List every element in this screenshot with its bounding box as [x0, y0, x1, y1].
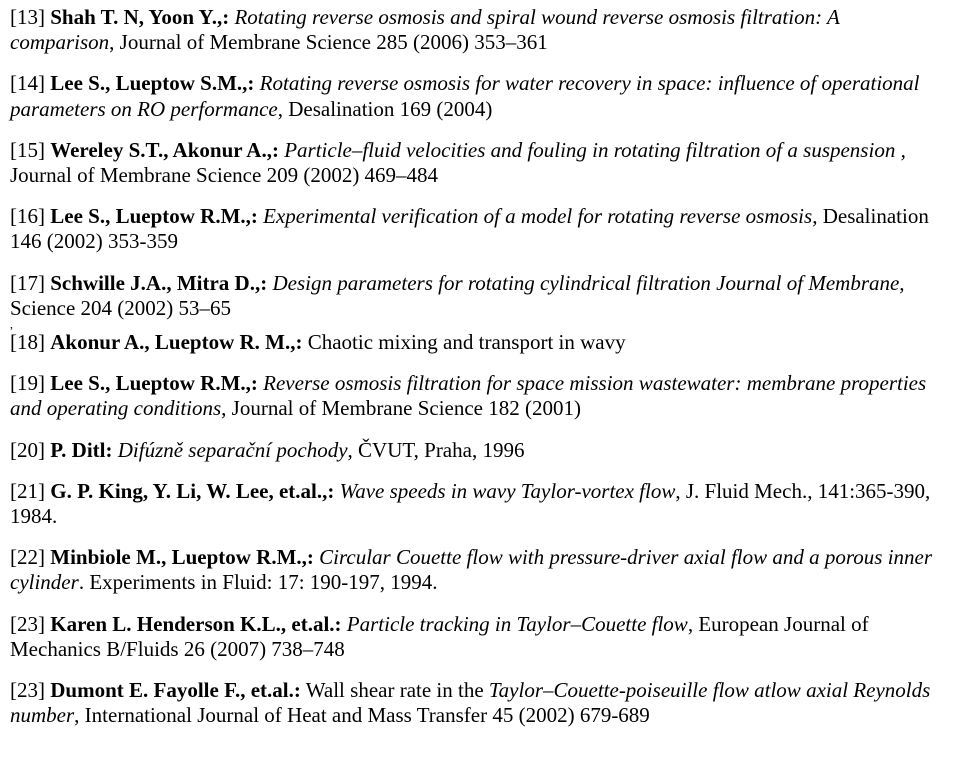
reference-author: Karen L. Henderson K.L., et.al.:: [50, 612, 341, 636]
reference-title: Particle tracking in Taylor–Couette flow: [347, 612, 688, 636]
reference-author: P. Ditl:: [50, 438, 112, 462]
reference-entry: [17] Schwille J.A., Mitra D.,: Design pa…: [10, 271, 949, 329]
reference-author: G. P. King, Y. Li, W. Lee, et.al.,:: [50, 479, 334, 503]
reference-entry: [23] Dumont E. Fayolle F., et.al.: Wall …: [10, 678, 949, 728]
reference-entry: [23] Karen L. Henderson K.L., et.al.: Pa…: [10, 612, 949, 662]
reference-number: [13]: [10, 5, 50, 29]
reference-title: Design parameters for rotating cylindric…: [272, 271, 904, 295]
reference-author: Lee S., Lueptow R.M.,:: [50, 371, 258, 395]
reference-author: Dumont E. Fayolle F., et.al.:: [50, 678, 301, 702]
reference-author: Wereley S.T., Akonur A.,:: [50, 138, 279, 162]
reference-author: Minbiole M., Lueptow R.M.,:: [50, 545, 314, 569]
reference-entry: [18] Akonur A., Lueptow R. M.,: Chaotic …: [10, 330, 949, 355]
reference-author: Schwille J.A., Mitra D.,:: [50, 271, 267, 295]
reference-number: [14]: [10, 71, 50, 95]
reference-entry: [20] P. Ditl: Difúzně separační pochody,…: [10, 438, 949, 463]
reference-number: [19]: [10, 371, 50, 395]
reference-title: Wave speeds in wavy Taylor-vortex flow: [340, 479, 676, 503]
reference-author: Lee S., Lueptow S.M.,:: [50, 71, 254, 95]
reference-source: Chaotic mixing and transport in wavy: [308, 330, 626, 354]
reference-entry: [13] Shah T. N, Yoon Y.,: Rotating rever…: [10, 5, 949, 55]
reference-entry: [16] Lee S., Lueptow R.M.,: Experimental…: [10, 204, 949, 254]
reference-number: [20]: [10, 438, 50, 462]
reference-source: Journal of Membrane Science 209 (2002) 4…: [10, 163, 438, 187]
reference-entry: [22] Minbiole M., Lueptow R.M.,: Circula…: [10, 545, 949, 595]
reference-entry: [19] Lee S., Lueptow R.M.,: Reverse osmo…: [10, 371, 949, 421]
reference-author: Lee S., Lueptow R.M.,:: [50, 204, 258, 228]
subscript-comma: ,: [10, 321, 949, 328]
reference-source: , Desalination 169 (2004): [278, 97, 493, 121]
reference-source-after: , International Journal of Heat and Mass…: [74, 703, 650, 727]
reference-source: . Experiments in Fluid: 17: 190-197, 199…: [79, 570, 438, 594]
reference-number: [22]: [10, 545, 50, 569]
reference-source: Science 204 (2002) 53–65: [10, 296, 231, 320]
reference-entry: [15] Wereley S.T., Akonur A.,: Particle–…: [10, 138, 949, 188]
reference-number: [21]: [10, 479, 50, 503]
reference-title: Particle–fluid velocities and fouling in…: [284, 138, 906, 162]
reference-number: [18]: [10, 330, 50, 354]
reference-source: , ČVUT, Praha, 1996: [348, 438, 525, 462]
reference-number: [17]: [10, 271, 50, 295]
reference-number: [23]: [10, 612, 50, 636]
reference-source: Wall shear rate in the: [306, 678, 489, 702]
reference-entry: [14] Lee S., Lueptow S.M.,: Rotating rev…: [10, 71, 949, 121]
reference-number: [15]: [10, 138, 50, 162]
reference-title: Experimental verification of a model for…: [263, 204, 812, 228]
references-list: [13] Shah T. N, Yoon Y.,: Rotating rever…: [10, 5, 949, 728]
reference-source: , Journal of Membrane Science 182 (2001): [221, 396, 581, 420]
reference-source: , Journal of Membrane Science 285 (2006)…: [109, 30, 548, 54]
reference-number: [16]: [10, 204, 50, 228]
reference-author: Akonur A., Lueptow R. M.,:: [50, 330, 302, 354]
reference-entry: [21] G. P. King, Y. Li, W. Lee, et.al.,:…: [10, 479, 949, 529]
reference-author: Shah T. N, Yoon Y.,:: [50, 5, 229, 29]
reference-number: [23]: [10, 678, 50, 702]
reference-title: Difúzně separační pochody: [118, 438, 348, 462]
